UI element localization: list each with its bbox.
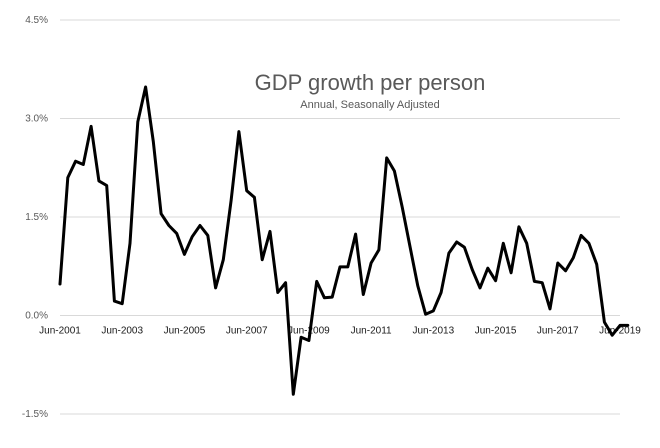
x-tick-label: Jun-2001 <box>39 326 81 337</box>
x-tick-label: Jun-2019 <box>599 326 641 337</box>
gridlines <box>60 19 620 415</box>
y-tick-label: 0.0% <box>25 311 48 322</box>
chart-title: GDP growth per person <box>255 70 486 95</box>
x-tick-label: Jun-2007 <box>226 326 268 337</box>
y-tick-label: 4.5% <box>25 15 48 26</box>
y-tick-label: -1.5% <box>22 409 48 420</box>
x-tick-label: Jun-2005 <box>164 326 206 337</box>
x-tick-label: Jun-2015 <box>475 326 517 337</box>
series-line-0 <box>58 85 630 396</box>
y-axis-ticks: 4.5% 3.0% 1.5% 0.0% -1.5% <box>22 15 48 420</box>
y-tick-label: 3.0% <box>25 114 48 125</box>
y-tick-label: 1.5% <box>25 212 48 223</box>
x-tick-label: Jun-2017 <box>537 326 579 337</box>
x-axis-ticks: Jun-2001 Jun-2003 Jun-2005 Jun-2007 Jun-2009… <box>39 326 641 337</box>
series-layer <box>58 85 630 396</box>
x-tick-label: Jun-2011 <box>351 326 392 337</box>
x-tick-label: Jun-2003 <box>101 326 143 337</box>
chart-subtitle: Annual, Seasonally Adjusted <box>300 99 439 111</box>
x-tick-label: Jun-2013 <box>412 326 454 337</box>
